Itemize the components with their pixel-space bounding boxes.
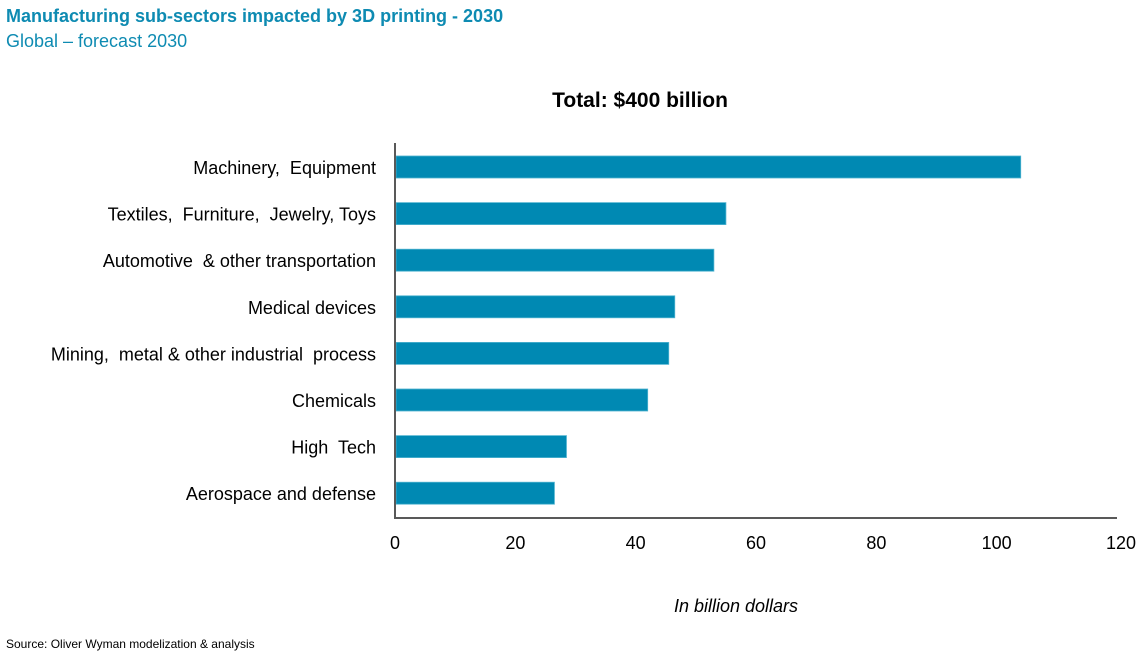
- chart-subtitle: Global – forecast 2030: [6, 31, 188, 51]
- bar-3: [395, 295, 676, 319]
- bar-2: [395, 248, 715, 272]
- x-tick-label: 80: [866, 533, 886, 553]
- category-label: Aerospace and defense: [186, 484, 376, 504]
- x-tick-label: 40: [626, 533, 646, 553]
- category-label: Mining, metal & other industrial process: [51, 344, 376, 364]
- x-axis-label: In billion dollars: [674, 596, 798, 616]
- bar-7: [395, 481, 555, 505]
- bars-group: [395, 155, 1022, 505]
- x-tick-label: 60: [746, 533, 766, 553]
- category-label: Textiles, Furniture, Jewelry, Toys: [108, 205, 376, 225]
- x-tick-label: 120: [1106, 533, 1136, 553]
- x-tick-labels: 0 20 40 60 80 100 120: [390, 533, 1136, 553]
- source-note: Source: Oliver Wyman modelization & anal…: [6, 637, 255, 651]
- bar-4: [395, 341, 670, 365]
- chart-total-label: Total: $400 billion: [552, 89, 728, 112]
- category-label: Medical devices: [248, 298, 376, 318]
- bar-0: [395, 155, 1022, 179]
- category-label: Chemicals: [292, 391, 376, 411]
- bar-1: [395, 202, 727, 226]
- bar-5: [395, 388, 649, 412]
- category-label: Automotive & other transportation: [103, 251, 376, 271]
- category-label: High Tech: [291, 438, 376, 458]
- bar-6: [395, 435, 567, 459]
- chart-title: Manufacturing sub-sectors impacted by 3D…: [6, 6, 504, 26]
- category-labels: Machinery, Equipment Textiles, Furniture,…: [51, 158, 376, 504]
- x-tick-label: 0: [390, 533, 400, 553]
- x-tick-label: 100: [982, 533, 1012, 553]
- x-tick-label: 20: [505, 533, 525, 553]
- category-label: Machinery, Equipment: [193, 158, 376, 178]
